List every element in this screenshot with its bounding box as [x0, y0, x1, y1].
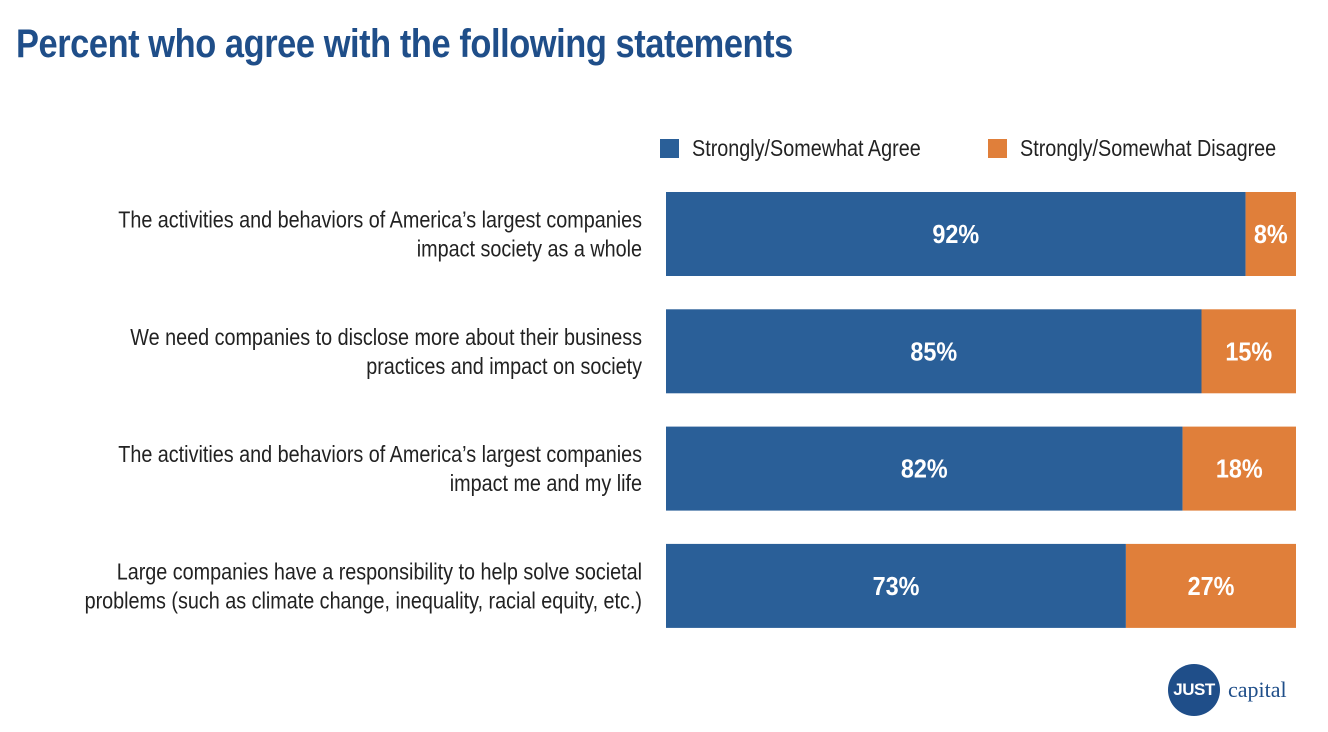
category-label: The activities and behaviors of America’… [118, 207, 642, 262]
bar-label-agree: 82% [901, 456, 948, 484]
bar-label-disagree: 18% [1216, 456, 1263, 484]
bar-disagree [1245, 192, 1296, 276]
bar-agree [666, 192, 1246, 276]
chart-title: Percent who agree with the following sta… [16, 22, 793, 66]
legend-item-agree: Strongly/Somewhat Agree [660, 135, 958, 162]
bar-disagree [1182, 426, 1296, 511]
category-label: We need companies to disclose more about… [130, 324, 642, 379]
bar-disagree [1201, 309, 1296, 394]
logo-word: capital [1228, 677, 1287, 702]
just-capital-logo: JUST capital [1168, 664, 1287, 716]
legend: Strongly/Somewhat Agree Strongly/Somewha… [660, 135, 1318, 162]
legend-label-agree: Strongly/Somewhat Agree [692, 135, 921, 161]
bar-label-agree: 92% [932, 221, 979, 249]
category-label: The activities and behaviors of America’… [118, 442, 642, 497]
category-label: Large companies have a responsibility to… [85, 559, 642, 614]
bar-agree [666, 309, 1202, 394]
bar-disagree [1125, 543, 1296, 628]
legend-label-disagree: Strongly/Somewhat Disagree [1019, 135, 1277, 161]
bar-label-agree: 85% [910, 338, 957, 366]
legend-item-disagree: Strongly/Somewhat Disagree [987, 135, 1318, 162]
bar-agree [666, 426, 1183, 511]
bar-label-disagree: 8% [1254, 221, 1288, 249]
bar-label-agree: 73% [873, 573, 920, 601]
bar-agree [666, 543, 1126, 628]
logo-badge: JUST [1168, 664, 1220, 716]
bar-label-disagree: 15% [1225, 338, 1272, 366]
legend-swatch-agree [660, 139, 679, 158]
legend-swatch-disagree [987, 139, 1007, 158]
bar-label-disagree: 27% [1188, 573, 1235, 601]
